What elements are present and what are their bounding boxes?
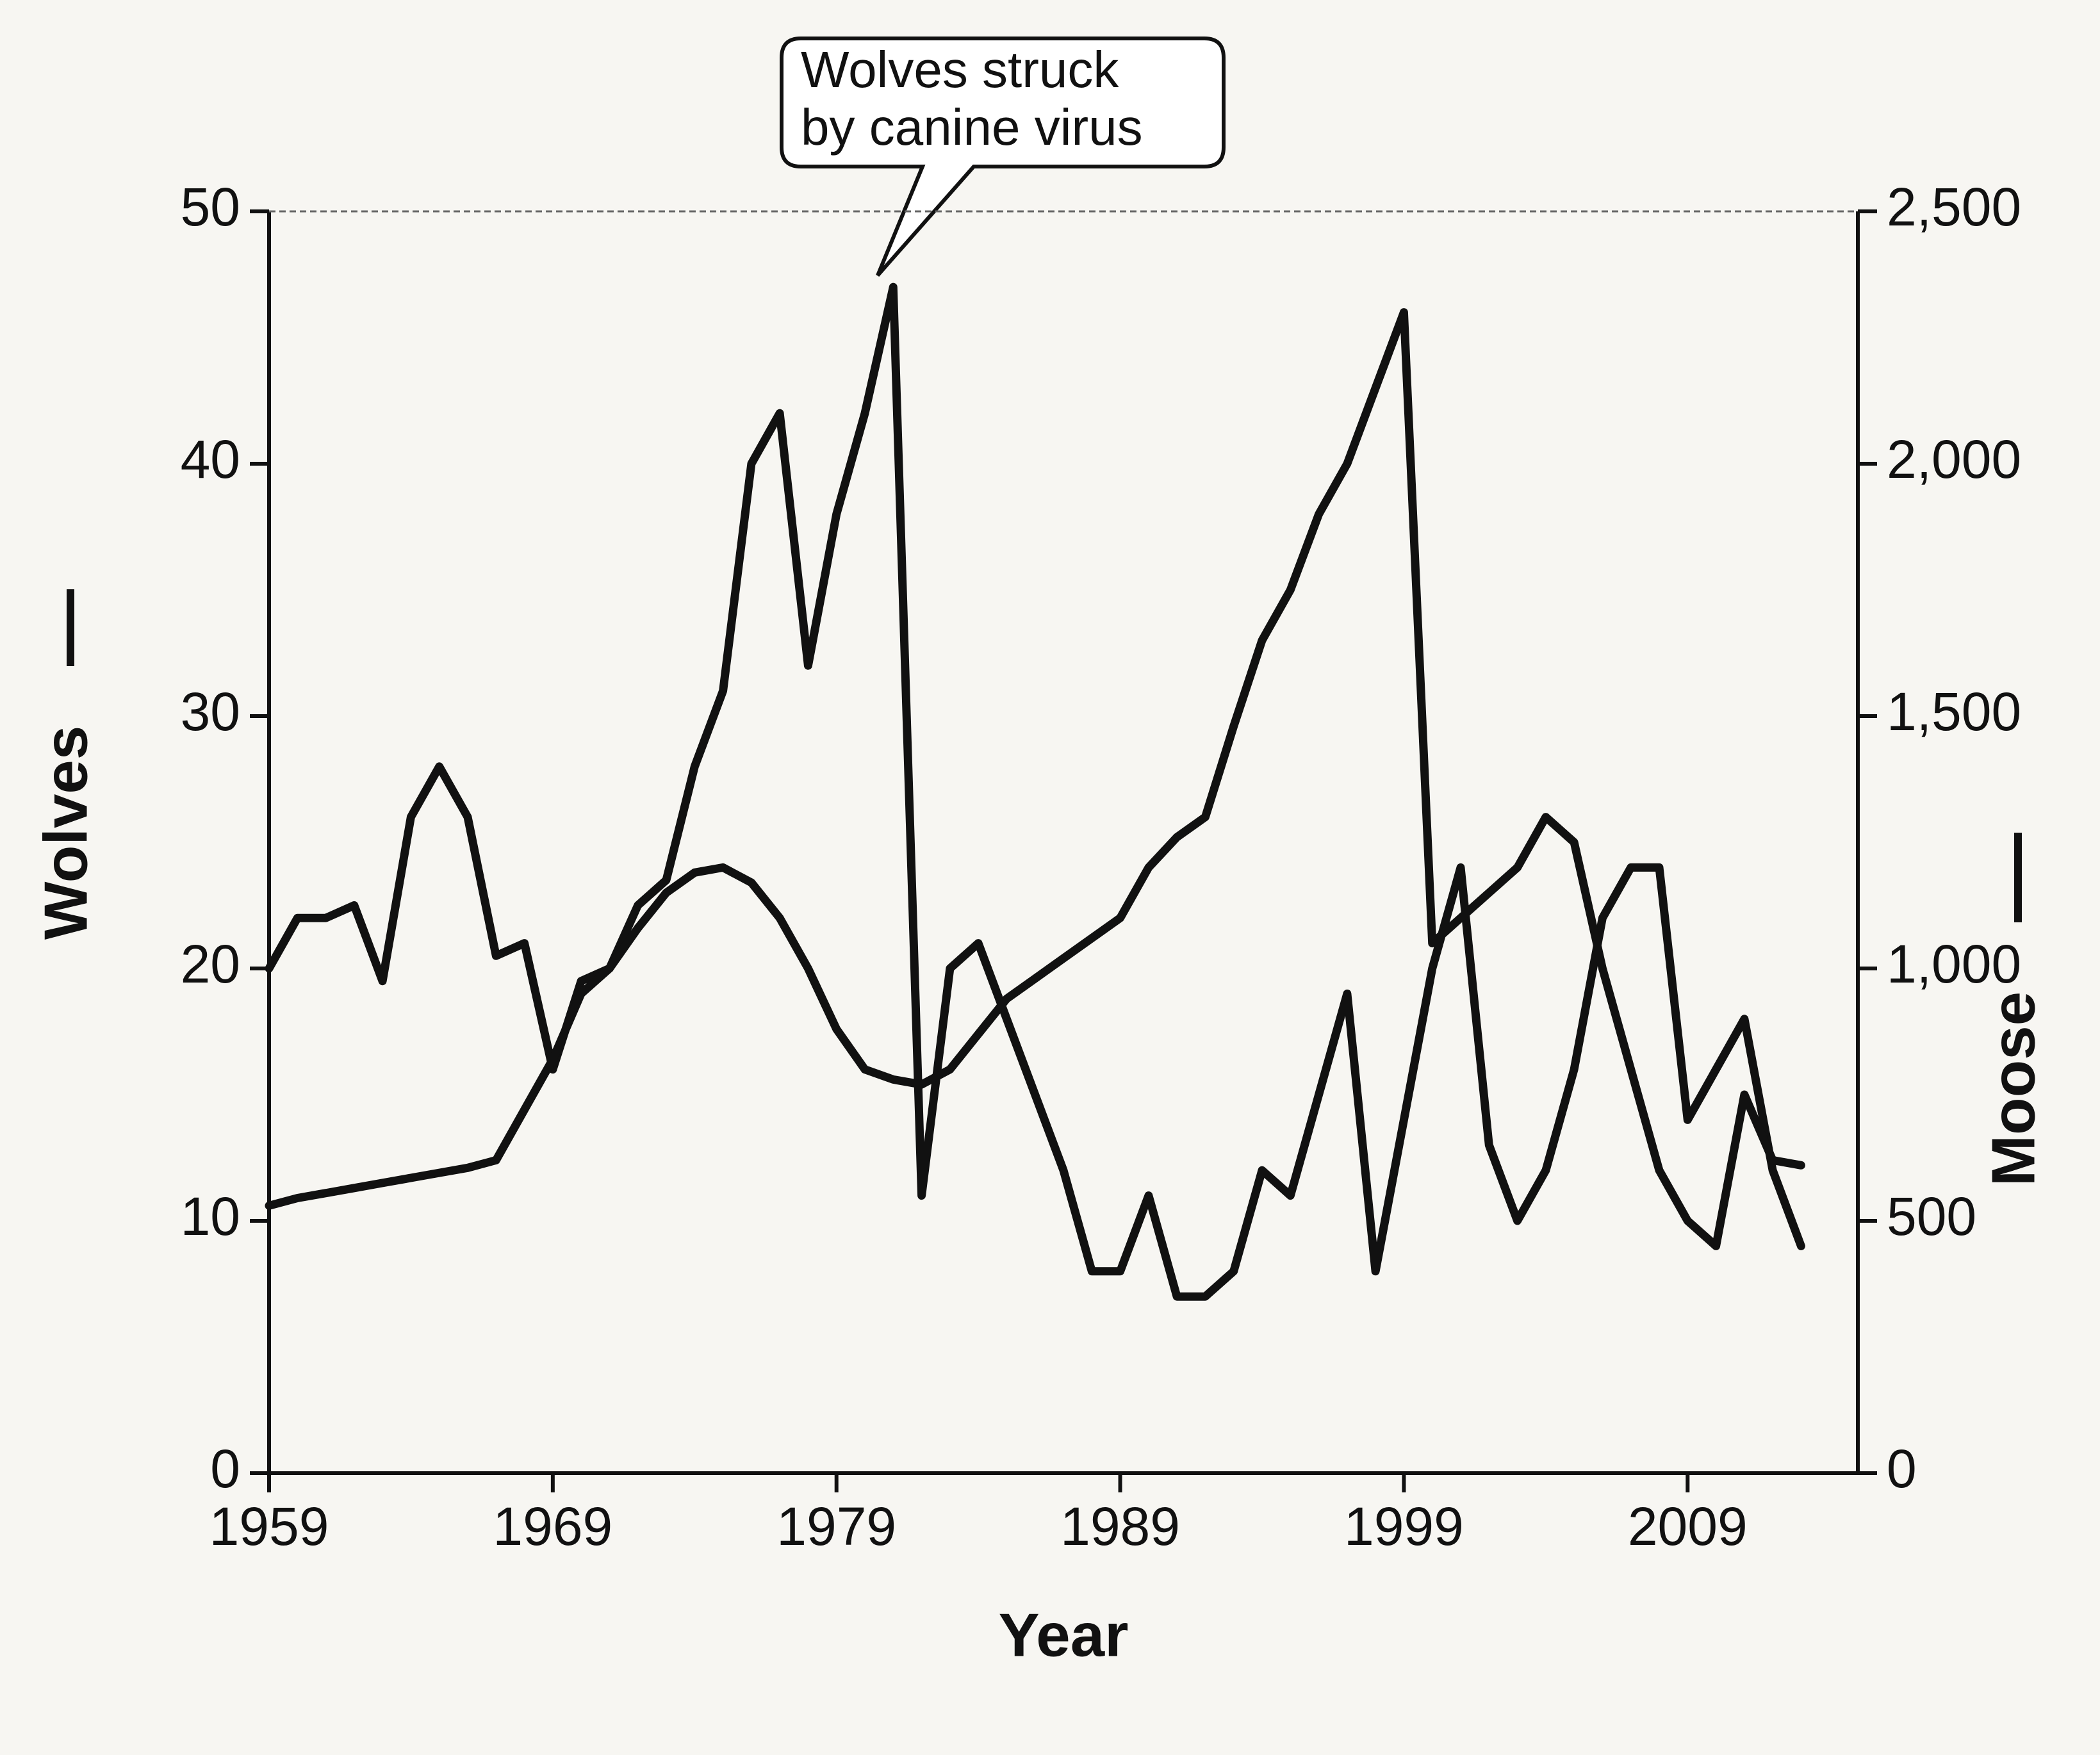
x-tick-label: 1999 bbox=[1344, 1496, 1464, 1556]
background bbox=[0, 0, 2100, 1755]
y-tick-label: 10 bbox=[181, 1186, 240, 1246]
y-tick-label: 50 bbox=[181, 177, 240, 237]
annotation-line: Wolves struck bbox=[801, 41, 1119, 98]
y-tick-label: 40 bbox=[181, 429, 240, 489]
x-tick-label: 1959 bbox=[209, 1496, 329, 1556]
x-tick-label: 1969 bbox=[493, 1496, 612, 1556]
y2-tick-label: 500 bbox=[1887, 1186, 1976, 1246]
y-tick-label: 30 bbox=[181, 682, 240, 742]
y2-tick-label: 1,500 bbox=[1887, 682, 2021, 742]
page: Wolves struck by canine virus Wolves Moo… bbox=[0, 0, 2100, 1755]
y-axis-title: Wolves bbox=[31, 726, 100, 940]
chart: Wolves struck by canine virus Wolves Moo… bbox=[0, 0, 2100, 1755]
y-tick-label: 20 bbox=[181, 934, 240, 994]
y2-tick-label: 0 bbox=[1887, 1439, 1917, 1499]
y2-tick-label: 2,500 bbox=[1887, 177, 2021, 237]
x-tick-label: 2009 bbox=[1628, 1496, 1748, 1556]
x-tick-label: 1989 bbox=[1060, 1496, 1180, 1556]
x-axis-title: Year bbox=[999, 1601, 1129, 1669]
y-tick-label: 0 bbox=[210, 1439, 240, 1499]
annotation-line: by canine virus bbox=[801, 99, 1143, 156]
y2-axis-title: Moose bbox=[1979, 992, 2047, 1186]
y2-tick-label: 1,000 bbox=[1887, 934, 2021, 994]
x-tick-label: 1979 bbox=[776, 1496, 896, 1556]
y2-tick-label: 2,000 bbox=[1887, 429, 2021, 489]
